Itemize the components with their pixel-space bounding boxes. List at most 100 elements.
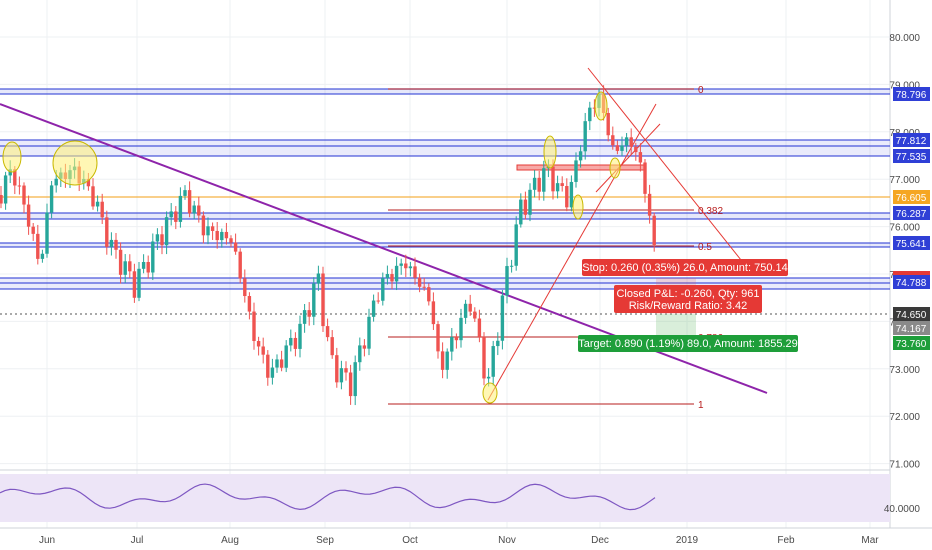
candle-body [132,271,137,298]
time-tick-label: Aug [221,535,239,546]
candle-body [155,234,160,242]
candle-body [519,199,523,225]
candle-body [201,215,206,236]
highlight-ellipse [543,135,557,169]
time-tick-label: Nov [498,535,516,546]
candle-body [0,195,3,204]
candle-body [31,226,35,234]
candle-body [169,211,173,218]
candle-body [275,359,279,368]
candle-body [178,195,183,222]
time-tick-label: Dec [591,535,609,546]
price-tag [893,336,930,350]
candle-body [390,274,394,282]
price-tag [893,321,930,335]
highlight-ellipse [52,140,98,186]
candle-body [385,274,390,279]
price-tag [893,236,930,250]
price-tag-text: 74.167 [896,324,927,335]
candle-body [652,215,656,246]
closed-pl-label-text: Risk/Reward Ratio: 3.42 [629,300,748,312]
candle-body [17,185,22,187]
candle-body [206,226,210,236]
trendline-down-red [587,67,746,266]
candle-body [353,362,357,397]
candle-body [500,295,505,341]
fib-label: 1 [698,400,704,411]
candle-body [233,242,238,252]
candle-body [528,189,532,215]
candle-body [408,266,413,269]
candle-body [565,186,569,208]
candle-body [36,233,40,259]
stop-label-text: Stop: 0.260 (0.35%) 26.0, Amount: 750.14 [582,262,787,274]
candle-body [330,337,334,356]
candle-body [279,359,284,368]
price-tag-text: 77.535 [896,152,927,163]
candle-body [394,265,399,282]
price-tick-label: 73.000 [889,365,920,376]
candle-body [404,263,408,269]
candle-body [362,345,367,349]
price-tag [893,149,930,163]
candle-body [302,310,307,324]
candle-body [312,283,316,317]
candle-body [325,326,330,338]
price-tag [893,307,930,321]
level-band [0,243,890,247]
candle-body [371,300,376,317]
price-tick-label: 71.000 [889,460,920,471]
candle-body [192,205,196,214]
candle-body [459,317,463,341]
candle-body [95,201,100,207]
candle-body [247,296,252,312]
candle-body [128,261,132,272]
price-tick-label: 77.000 [889,175,920,186]
highlight-ellipse [2,141,22,173]
price-tag-text: 76.605 [896,193,927,204]
candle-body [509,265,514,267]
candle-body [339,368,344,383]
candle-body [454,337,459,341]
candle-body [141,262,146,269]
candle-body [629,137,633,147]
time-axis: Jun Jul Aug Sep Oct Nov Dec 2019 Feb Mar [39,535,879,546]
rsi-line [0,483,656,511]
candle-body [358,345,362,363]
level-band [0,213,890,219]
candle-body [468,303,472,312]
candle-body [578,151,583,161]
candle-body [8,169,12,176]
candle-body [514,224,518,266]
price-tag [893,206,930,220]
level-band [0,89,890,94]
candle-body [238,251,242,279]
candle-body [224,231,229,239]
candle-body [560,183,564,187]
candle-body [22,185,26,205]
candle-body [463,303,468,318]
trendline-red [595,123,661,193]
fib-label: 0.5 [698,242,712,253]
candlesticks [0,85,656,406]
candle-body [473,311,477,319]
candle-body [335,355,339,383]
price-tick-label: 72.000 [889,412,920,423]
price-tag-text: 75.641 [896,239,927,250]
candle-body [606,112,610,136]
candle-body [114,239,118,250]
closed-pl-label-text: Closed P&L: -0.260, Qty: 961 [616,288,759,300]
candle-body [45,212,49,254]
position-annotations: Stop: 0.260 (0.35%) 26.0, Amount: 750.14… [578,259,798,352]
candle-body [256,341,261,347]
candle-body [13,169,17,186]
trendline-up-red [487,103,657,401]
candle-body [252,311,256,342]
candle-body [505,266,509,296]
candle-body [542,168,546,192]
highlight-ellipse [572,194,584,220]
stop-label: Stop: 0.260 (0.35%) 26.0, Amount: 750.14 [582,259,788,276]
candle-body [298,323,302,349]
candle-body [445,351,449,370]
